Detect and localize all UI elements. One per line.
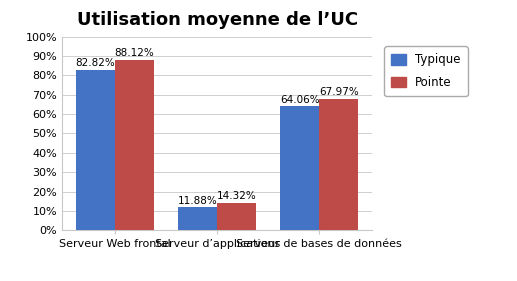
Bar xyxy=(178,207,217,230)
Bar xyxy=(281,106,320,230)
Bar xyxy=(76,70,115,230)
Bar xyxy=(115,60,154,230)
Bar xyxy=(217,203,256,230)
Text: 14.32%: 14.32% xyxy=(217,191,256,201)
Legend: Typique, Pointe: Typique, Pointe xyxy=(384,46,467,96)
Text: 11.88%: 11.88% xyxy=(178,196,218,206)
Text: 82.82%: 82.82% xyxy=(75,58,115,68)
Text: 88.12%: 88.12% xyxy=(114,48,154,58)
Title: Utilisation moyenne de l’UC: Utilisation moyenne de l’UC xyxy=(77,12,358,30)
Bar xyxy=(320,99,358,230)
Text: 67.97%: 67.97% xyxy=(319,87,359,97)
Text: 64.06%: 64.06% xyxy=(280,95,320,105)
